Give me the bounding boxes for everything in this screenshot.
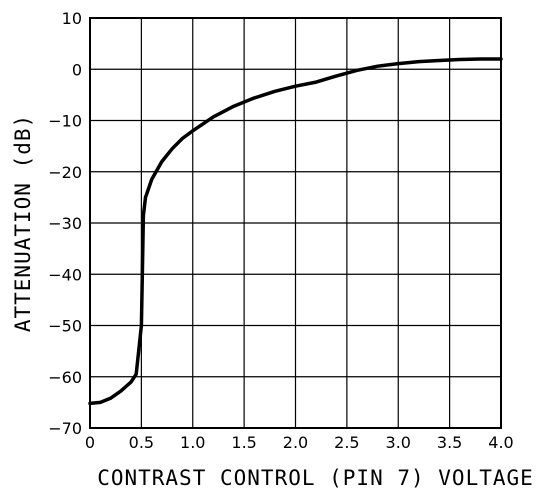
x-tick-label: 2.5 [334, 433, 359, 452]
x-axis-label: CONTRAST CONTROL (PIN 7) VOLTAGE [97, 466, 534, 490]
x-tick-labels: 0 0.5 1.0 1.5 2.0 2.5 3.0 3.5 4.0 [85, 433, 514, 452]
x-tick-label: 0.5 [129, 433, 154, 452]
x-tick-label: 3.5 [437, 433, 462, 452]
x-tick-label: 2.0 [283, 433, 308, 452]
series-line [88, 57, 503, 406]
y-tick-label: −20 [48, 163, 82, 182]
y-tick-label: 10 [62, 9, 82, 28]
plot-frame [89, 17, 502, 429]
series-layer [88, 57, 503, 406]
y-tick-label: −70 [48, 419, 82, 438]
y-tick-label: −30 [48, 214, 82, 233]
x-tick-label: 3.0 [386, 433, 411, 452]
y-tick-label: −50 [48, 317, 82, 336]
grid [89, 17, 502, 429]
y-tick-label: −40 [48, 265, 82, 284]
x-tick-label: 1.5 [231, 433, 256, 452]
x-tick-label: 4.0 [488, 433, 513, 452]
y-tick-label: −60 [48, 368, 82, 387]
y-tick-labels: 10 0 −10 −20 −30 −40 −50 −60 −70 [48, 9, 82, 438]
y-axis-label: ATTENUATION (dB) [11, 114, 35, 332]
y-tick-label: −10 [48, 112, 82, 131]
x-tick-label: 0 [85, 433, 95, 452]
y-tick-label: 0 [72, 60, 82, 79]
x-tick-label: 1.0 [180, 433, 205, 452]
